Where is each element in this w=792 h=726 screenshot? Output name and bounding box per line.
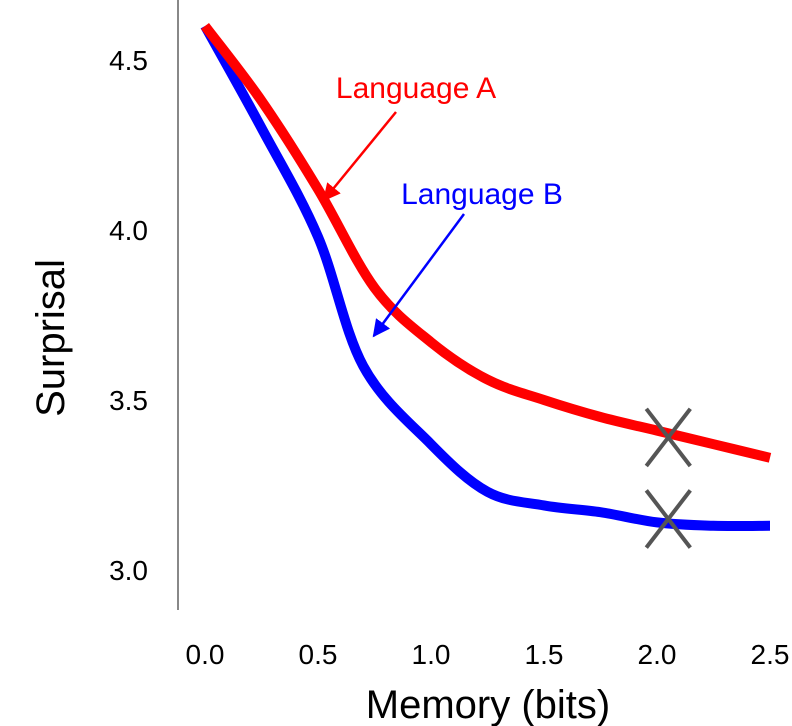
series-line — [200, 23, 771, 532]
x-tick-label: 2.5 — [751, 639, 790, 670]
y-tick-label: 3.0 — [109, 555, 148, 586]
x-marker — [644, 489, 692, 549]
x-marker-stroke — [644, 407, 692, 468]
x-tick-label: 0.5 — [299, 639, 338, 670]
x-marker-stroke — [644, 489, 692, 549]
x-tick-label: 1.0 — [412, 639, 451, 670]
series-label: Language A — [336, 72, 496, 105]
x-tick-labels: 0.0 0.5 1.0 1.5 2.0 2.5 — [186, 639, 790, 670]
series-label: Language B — [401, 178, 563, 211]
x-axis-title: Memory (bits) — [366, 683, 610, 726]
x-tick-label: 1.5 — [525, 639, 564, 670]
y-tick-label: 4.0 — [109, 215, 148, 246]
x-tick-label: 0.0 — [186, 639, 225, 670]
series-annotations: Language A Language B — [322, 72, 563, 338]
x-markers — [644, 407, 692, 549]
y-axis-title: Surprisal — [29, 259, 73, 417]
y-tick-labels: 3.0 3.5 4.0 4.5 — [109, 45, 148, 586]
x-tick-label: 2.0 — [638, 639, 677, 670]
annotation-arrow — [322, 111, 397, 202]
y-tick-label: 4.5 — [109, 45, 148, 76]
x-marker — [644, 407, 692, 468]
annotation-arrow — [372, 213, 466, 338]
y-tick-label: 3.5 — [109, 385, 148, 416]
